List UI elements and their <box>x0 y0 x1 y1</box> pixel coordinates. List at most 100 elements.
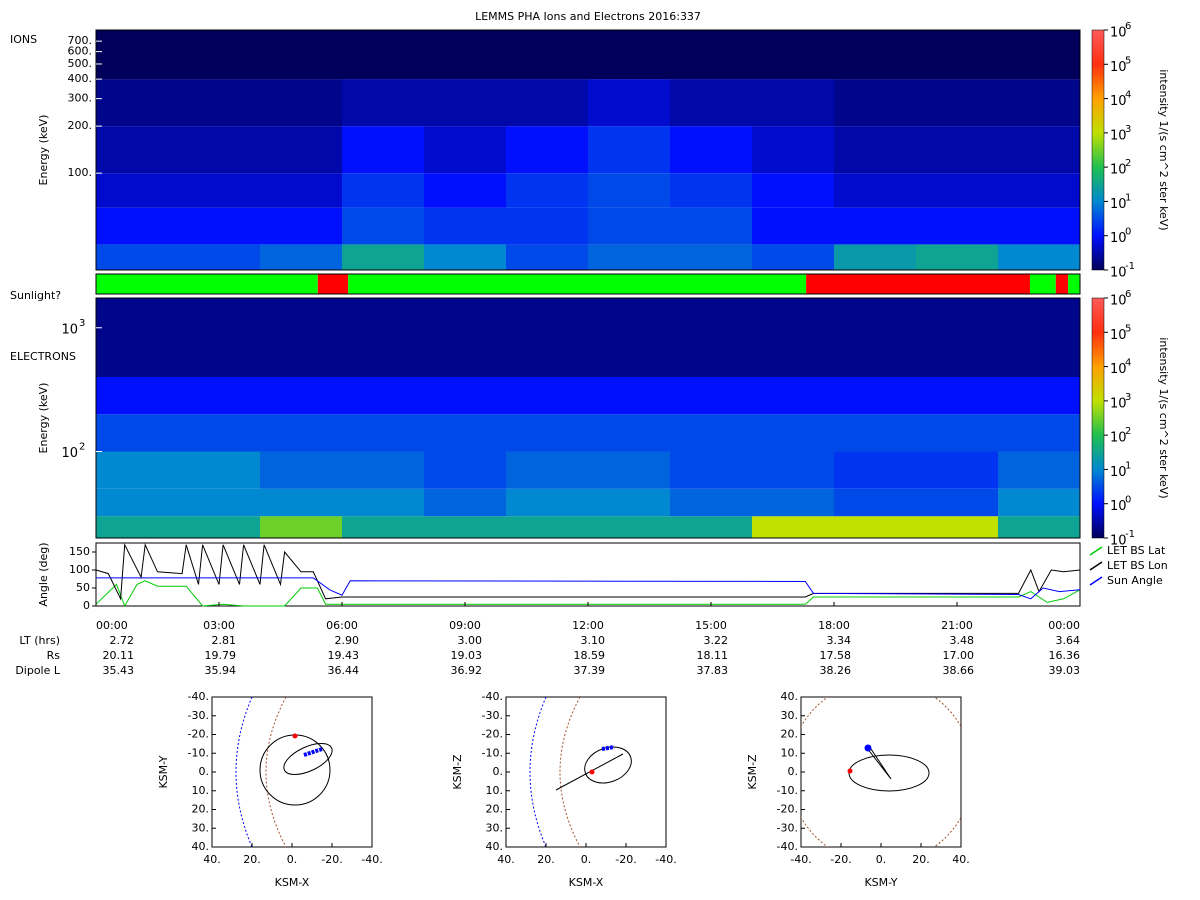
ephemeris-value: 19.03 <box>451 649 483 662</box>
spectrogram-cell <box>588 244 670 270</box>
spectrogram-cell <box>178 377 260 415</box>
x-tick-label: 06:00 <box>326 619 358 632</box>
spectrogram-cell <box>834 298 916 378</box>
spectrogram-cell <box>260 451 342 489</box>
x-tick-label: 15:00 <box>695 619 727 632</box>
spectrogram-cell <box>260 488 342 517</box>
spectrogram-cell <box>178 488 260 517</box>
spectrogram-cell <box>342 244 424 270</box>
colorbar-tick-exponent: 0 <box>1125 227 1131 238</box>
spectrogram-cell <box>342 79 424 127</box>
spectrogram-cell <box>998 516 1080 538</box>
spectrogram-cell <box>588 30 670 80</box>
spectrogram-cell <box>424 244 506 270</box>
spectrogram-cell <box>588 173 670 208</box>
y-tick-label: 10. <box>781 746 799 759</box>
colorbar-label: intensity 1/(s cm^2 ster keV) <box>1157 337 1170 498</box>
spectrogram-cell <box>506 414 588 452</box>
spectrogram-cell <box>96 79 178 127</box>
spectrogram-cell <box>96 516 178 538</box>
spectrogram-cell <box>342 298 424 378</box>
spectrogram-cell <box>834 30 916 80</box>
y-tick-label: 500. <box>68 57 93 70</box>
spectrogram-cell <box>260 79 342 127</box>
spectrogram-cell <box>998 126 1080 174</box>
colorbar-tick-label: 10 <box>1110 534 1127 549</box>
y-tick-label: 0. <box>493 765 504 778</box>
ephemeris-label: Rs <box>47 649 61 662</box>
panel-frame <box>95 297 1081 539</box>
colorbar-tick-exponent: 3 <box>1125 392 1131 403</box>
ephemeris-value: 18.11 <box>697 649 729 662</box>
spectrogram-cell <box>752 30 834 80</box>
spectrogram-cell <box>834 377 916 415</box>
spectrogram-cell <box>342 207 424 245</box>
y-tick-label: 40. <box>486 840 504 853</box>
spectrogram-cell <box>670 79 752 127</box>
spectrogram-cell <box>588 377 670 415</box>
spectrogram-cell <box>96 298 178 378</box>
angle-line <box>96 577 1081 600</box>
spectrogram-cell <box>752 244 834 270</box>
orbit-frame <box>505 696 667 848</box>
spectrogram-cell <box>424 298 506 378</box>
spectrogram-cell <box>670 414 752 452</box>
spectrogram-cell <box>342 451 424 489</box>
colorbar-tick-label: 10 <box>1110 94 1127 109</box>
colorbar-tick-label: 10 <box>1110 266 1127 281</box>
colorbar-tick-label: 10 <box>1110 499 1127 514</box>
y-tick-label: 0 <box>83 599 90 612</box>
spectrogram-cell <box>588 298 670 378</box>
spectrogram-cell <box>96 451 178 489</box>
start-point <box>589 769 595 775</box>
y-tick-label: 100. <box>68 166 93 179</box>
y-tick-label: 300. <box>68 92 93 105</box>
spectrogram-cell <box>916 451 998 489</box>
spectrogram-cell <box>96 173 178 208</box>
spectrogram-cell <box>178 79 260 127</box>
ephemeris-value: 18.59 <box>574 649 606 662</box>
x-tick-label: -20. <box>830 853 851 866</box>
y-tick-label: 30. <box>192 821 210 834</box>
spectrogram-cell <box>998 30 1080 80</box>
y-tick-label: -20. <box>482 728 503 741</box>
spectrogram-cell <box>998 173 1080 208</box>
spectrogram-cell <box>260 377 342 415</box>
trajectory <box>864 744 872 752</box>
spectrogram-cell <box>178 173 260 208</box>
spectrogram-cell <box>670 451 752 489</box>
ephemeris-value: 2.72 <box>110 634 135 647</box>
colorbar-tick-label: 10 <box>1110 465 1127 480</box>
legend-swatch <box>1089 576 1103 586</box>
y-tick-label: 10 <box>61 322 78 337</box>
spectrogram-cell <box>834 173 916 208</box>
y-tick-label: 100 <box>69 563 90 576</box>
sunlight-segment <box>806 274 1030 294</box>
x-tick-label: 0. <box>581 853 592 866</box>
colorbar-tick-label: 10 <box>1110 294 1127 309</box>
colorbar-tick-label: 10 <box>1110 60 1127 75</box>
x-tick-label: 0. <box>287 853 298 866</box>
colorbar-tick-label: 10 <box>1110 26 1127 41</box>
x-tick-label: 20. <box>912 853 930 866</box>
spectrogram-cell <box>96 244 178 270</box>
spectrogram-cell <box>752 516 834 538</box>
spectrogram-cell <box>178 207 260 245</box>
spectrogram-cell <box>178 244 260 270</box>
x-tick-label: 00:00 <box>96 619 128 632</box>
spectrogram-cell <box>834 126 916 174</box>
spectrogram-cell <box>916 126 998 174</box>
spectrogram-cell <box>178 414 260 452</box>
ephemeris-value: 36.92 <box>451 664 483 677</box>
spectrogram-cell <box>424 451 506 489</box>
spectrogram-cell <box>998 414 1080 452</box>
angle-line <box>95 542 1081 601</box>
spectrogram-cell <box>670 488 752 517</box>
panel-frame <box>95 542 1081 607</box>
spectrogram-cell <box>96 377 178 415</box>
spectrogram-cell <box>342 377 424 415</box>
spectrogram-cell <box>506 298 588 378</box>
x-tick-label: 18:00 <box>818 619 850 632</box>
spectrogram-cell <box>588 488 670 517</box>
colorbar-tick-label: 10 <box>1110 231 1127 246</box>
